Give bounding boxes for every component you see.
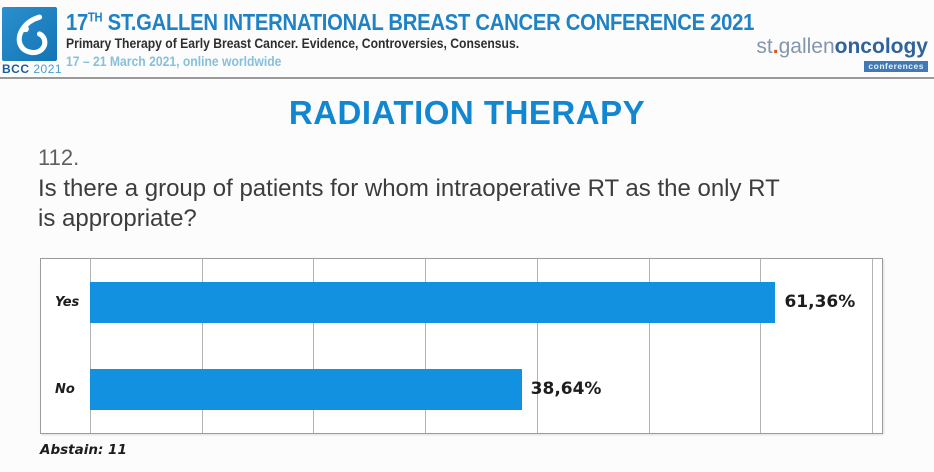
gridline xyxy=(536,258,538,433)
chart-bar xyxy=(90,368,522,410)
gridline xyxy=(201,258,203,433)
chart-row: Yes 61,36% xyxy=(41,259,882,346)
question-block: 112. Is there a group of patients for wh… xyxy=(38,145,934,233)
poll-results-chart: Yes 61,36% No 38,64% xyxy=(40,257,883,434)
conference-title-rest: ST.GALLEN INTERNATIONAL BREAST CANCER CO… xyxy=(102,9,755,35)
conference-title-sup: TH xyxy=(87,10,103,25)
logo-oncology: oncology xyxy=(834,35,928,58)
chart-row: No 38,64% xyxy=(41,346,882,433)
conference-header: BCC 2021 17TH ST.GALLEN INTERNATIONAL BR… xyxy=(0,0,934,79)
gridline xyxy=(760,258,762,433)
bcc-drop-icon xyxy=(2,7,57,61)
plot-area xyxy=(90,258,873,433)
value-label: 61,36% xyxy=(784,292,856,313)
chart-rows: Yes 61,36% No 38,64% xyxy=(41,259,882,433)
bcc-logo-caption: BCC 2021 xyxy=(2,62,66,76)
gridline xyxy=(425,258,427,433)
logo-gallen: gallen xyxy=(778,35,835,58)
gridline xyxy=(313,258,315,433)
conference-dates: 17 – 21 March 2021, online worldwide xyxy=(66,54,282,70)
conference-title-prefix: 17 xyxy=(66,9,88,35)
bcc-logo: BCC 2021 xyxy=(0,0,66,76)
conferences-badge: conferences xyxy=(864,61,928,72)
bcc-logo-text: BCC xyxy=(2,62,30,76)
gridline xyxy=(872,258,873,433)
question-text: Is there a group of patients for whom in… xyxy=(38,175,780,232)
logo-st: st xyxy=(756,35,773,58)
chart-bar xyxy=(90,281,776,323)
abstain-note: Abstain: 11 xyxy=(40,441,127,458)
bar-track: 61,36% xyxy=(90,281,872,323)
header-text-block: 17TH ST.GALLEN INTERNATIONAL BREAST CANC… xyxy=(66,0,934,71)
gridline xyxy=(90,258,91,433)
bar-track: 38,64% xyxy=(90,368,872,410)
section-title: RADIATION THERAPY xyxy=(288,94,646,131)
stgallen-oncology-logo: st.gallenoncology conferences xyxy=(756,36,928,73)
conference-title: 17TH ST.GALLEN INTERNATIONAL BREAST CANC… xyxy=(66,9,754,35)
gridline xyxy=(648,258,650,433)
category-label: No xyxy=(55,381,75,397)
question-number: 112. xyxy=(38,145,80,170)
value-label: 38,64% xyxy=(530,379,602,400)
bcc-logo-year: 2021 xyxy=(33,62,63,76)
stgallen-oncology-wordmark: st.gallenoncology xyxy=(756,36,928,57)
category-label: Yes xyxy=(55,294,80,310)
logo-dot: . xyxy=(772,35,779,58)
conference-subtitle: Primary Therapy of Early Breast Cancer. … xyxy=(66,36,520,52)
